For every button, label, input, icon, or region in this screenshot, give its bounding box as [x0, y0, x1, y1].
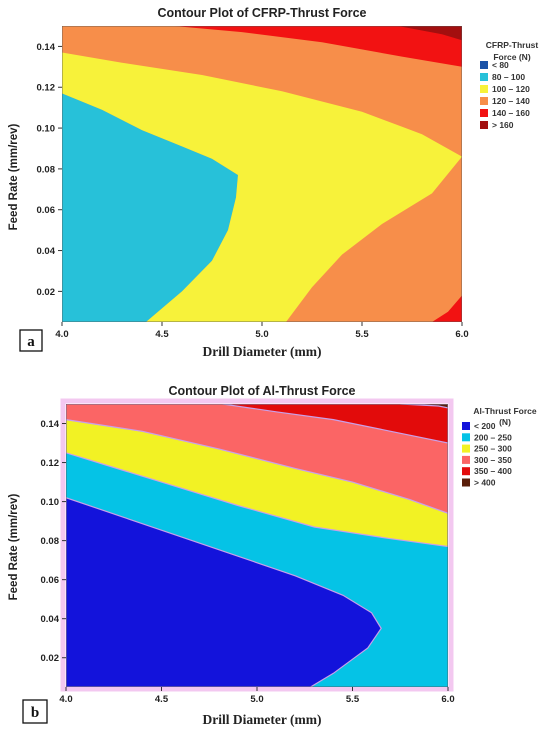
chart-b-plot-area — [66, 404, 448, 687]
chart-a-x-tick-label: 5.0 — [255, 329, 268, 340]
chart-b-legend-swatch — [462, 422, 470, 430]
panel-b-badge: b — [22, 699, 48, 724]
chart-b: Contour Plot of Al-Thrust Force 4.0 4.5 5.… — [8, 384, 537, 727]
chart-b-y-tick-label: 0.12 — [41, 458, 60, 469]
panel-a-box — [19, 329, 43, 352]
chart-a-y-tick-label: 0.08 — [37, 164, 56, 175]
chart-b-legend-swatch — [462, 433, 470, 442]
chart-a-legend-swatch — [480, 73, 488, 81]
chart-b-legend-swatch — [462, 455, 470, 464]
chart-b-title: Contour Plot of Al-Thrust Force — [168, 384, 355, 398]
chart-a-legend-entries: < 80 80 – 100 100 – 120 120 – 140 140 – 160 >… — [480, 60, 530, 130]
chart-b-legend-label: 250 – 300 — [474, 444, 512, 454]
panel-b-label: b — [31, 705, 39, 721]
chart-a-y-tick-label: 0.12 — [37, 83, 56, 94]
chart-a-region-1 — [62, 52, 462, 322]
chart-a-region-3 — [398, 26, 462, 41]
chart-a-x-tick-label: 5.5 — [355, 329, 369, 340]
chart-a-legend-label: < 80 — [492, 60, 509, 70]
chart-b-legend-label: 200 – 250 — [474, 432, 512, 442]
chart-b-y-tick-label: 0.08 — [41, 536, 60, 547]
chart-b-region-4 — [66, 497, 382, 687]
chart-a-region-4 — [432, 295, 462, 322]
chart-b-legend-label: 350 – 400 — [474, 466, 512, 476]
panel-b-box — [22, 699, 48, 724]
chart-a-legend-swatch — [480, 61, 488, 69]
chart-a-legend-label: 80 – 100 — [492, 72, 525, 82]
chart-a: Contour Plot of CFRP-Thrust Force 4.0 4.5… — [8, 6, 538, 359]
chart-b-y-tick-label: 0.04 — [41, 614, 60, 625]
chart-b-x-tick-label: 5.5 — [346, 694, 360, 705]
chart-a-x-tick-label: 4.5 — [155, 329, 169, 340]
chart-a-legend-title-line-2: Force (N) — [493, 52, 530, 62]
chart-a-legend-label: 100 – 120 — [492, 84, 530, 94]
chart-a-y-tick-label: 0.10 — [37, 124, 56, 135]
chart-a-y-tick-label: 0.04 — [37, 246, 56, 257]
chart-b-y-ticks: 0.02 0.04 0.06 0.08 0.10 0.12 0.14 — [41, 419, 66, 664]
chart-b-legend-title-line-2: (N) — [499, 417, 511, 427]
chart-a-plot-area — [62, 26, 462, 322]
chart-b-x-ticks: 4.0 4.5 5.0 5.5 6.0 — [59, 687, 455, 705]
chart-b-legend-swatch — [462, 467, 470, 476]
chart-b-x-tick-label: 5.0 — [250, 694, 263, 705]
chart-b-y-tick-label: 0.02 — [41, 653, 60, 664]
chart-b-y-tick-label: 0.10 — [41, 497, 60, 508]
panel-a-label: a — [27, 334, 35, 350]
chart-a-legend-label: 120 – 140 — [492, 96, 530, 106]
chart-a-legend-swatch — [480, 97, 488, 105]
chart-b-y-tick-label: 0.06 — [41, 575, 60, 586]
chart-b-x-axis-label: Drill Diameter (mm) — [203, 712, 322, 727]
chart-b-legend-label: > 400 — [474, 478, 496, 488]
chart-a-legend-swatch — [480, 109, 488, 117]
chart-a-y-axis-label: Feed Rate (mm/rev) — [8, 123, 20, 230]
chart-b-y-axis-label: Feed Rate (mm/rev) — [8, 493, 20, 600]
chart-b-legend-title-line-1: Al-Thrust Force — [473, 406, 537, 416]
chart-b-y-tick-label: 0.14 — [41, 419, 60, 430]
chart-b-legend-label: 300 – 350 — [474, 455, 512, 465]
chart-a-legend-label: 140 – 160 — [492, 108, 530, 118]
panel-a-badge: a — [19, 329, 43, 352]
chart-b-legend-swatch — [462, 478, 470, 487]
chart-a-legend: CFRP-Thrust Force (N) < 80 80 – 100 100 – … — [480, 40, 538, 130]
chart-a-x-axis-label: Drill Diameter (mm) — [203, 344, 322, 359]
chart-a-x-ticks: 4.0 4.5 5.0 5.5 6.0 — [55, 322, 469, 340]
chart-b-region-1 — [66, 404, 448, 514]
chart-a-x-tick-label: 6.0 — [455, 329, 468, 340]
chart-b-legend-swatch — [462, 444, 470, 453]
chart-a-legend-label: > 160 — [492, 120, 514, 130]
chart-a-y-ticks: 0.02 0.04 0.06 0.08 0.10 0.12 0.14 — [37, 42, 62, 298]
chart-b-region-2 — [222, 404, 448, 444]
chart-b-x-tick-label: 4.5 — [155, 694, 169, 705]
chart-b-region-3 — [400, 404, 448, 409]
chart-b-x-tick-label: 4.0 — [59, 694, 72, 705]
chart-a-region-2 — [174, 26, 462, 67]
chart-a-x-tick-label: 4.0 — [55, 329, 68, 340]
chart-a-title: Contour Plot of CFRP-Thrust Force — [157, 6, 366, 20]
chart-a-legend-swatch — [480, 85, 488, 93]
chart-a-legend-title-line-1: CFRP-Thrust — [486, 40, 539, 50]
chart-a-y-tick-label: 0.06 — [37, 205, 56, 216]
chart-b-x-tick-label: 6.0 — [441, 694, 454, 705]
chart-a-legend-swatch — [480, 121, 488, 129]
chart-a-y-tick-label: 0.02 — [37, 287, 56, 298]
chart-a-region-0 — [62, 93, 238, 322]
chart-a-y-tick-label: 0.14 — [37, 42, 56, 53]
chart-b-legend-label: < 200 — [474, 421, 496, 431]
